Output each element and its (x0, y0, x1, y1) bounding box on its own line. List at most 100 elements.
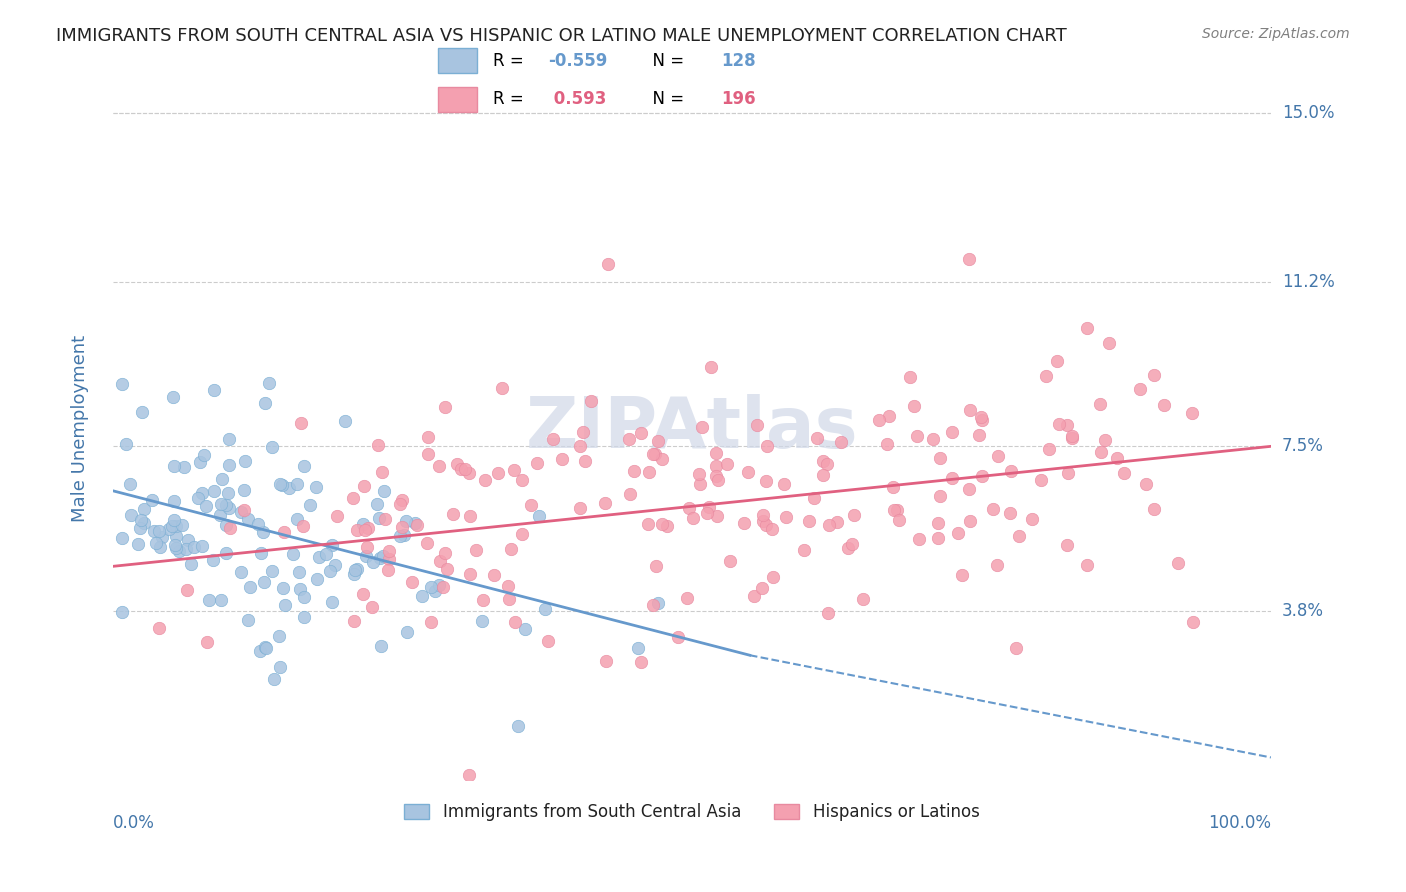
Point (908, 532, 931, 546)
Point (970, 413, 993, 427)
Point (208, 508, 231, 523)
Point (619, 487, 641, 501)
Point (1008, 528, 1031, 542)
Point (163, 513, 186, 527)
Point (418, 447, 440, 461)
Point (1088, 397, 1111, 411)
Point (209, 498, 232, 512)
Point (354, 549, 377, 564)
Point (883, 502, 905, 516)
Point (419, 580, 441, 594)
Point (959, 514, 981, 528)
Point (756, 439, 779, 453)
Point (471, 593, 494, 607)
Point (232, 483, 254, 497)
Point (427, 578, 450, 592)
Point (718, 554, 741, 568)
Point (353, 523, 375, 537)
Point (343, 614, 366, 628)
Point (249, 643, 271, 657)
Text: N =: N = (643, 52, 689, 70)
Text: 11.2%: 11.2% (1282, 273, 1334, 291)
Point (377, 563, 399, 577)
Point (830, 435, 852, 450)
Point (928, 450, 950, 465)
Point (1056, 538, 1078, 552)
Point (793, 542, 815, 557)
Point (959, 403, 981, 417)
Point (111, 377, 134, 392)
Point (395, 625, 418, 640)
Point (371, 465, 394, 479)
Point (353, 479, 375, 493)
Point (157, 522, 180, 536)
Point (752, 508, 775, 522)
Text: 196: 196 (721, 90, 755, 108)
Point (183, 541, 205, 555)
Point (391, 493, 413, 508)
Point (775, 509, 797, 524)
Point (1021, 512, 1043, 526)
Point (651, 451, 673, 466)
Point (285, 512, 308, 526)
Point (950, 567, 973, 582)
Point (1153, 398, 1175, 412)
Point (416, 536, 439, 550)
Point (277, 481, 299, 495)
Point (817, 607, 839, 621)
Point (1181, 406, 1204, 420)
Point (177, 533, 200, 547)
Point (269, 660, 291, 674)
Point (423, 583, 446, 598)
Point (1035, 368, 1057, 383)
Point (270, 477, 292, 491)
Point (644, 447, 666, 461)
Point (579, 394, 602, 409)
Point (429, 554, 451, 568)
Point (697, 500, 720, 515)
Point (441, 507, 464, 521)
Point (454, 462, 477, 476)
Point (290, 417, 312, 431)
Point (465, 542, 488, 557)
Point (292, 458, 315, 473)
Point (141, 492, 163, 507)
Point (145, 535, 167, 549)
Point (292, 609, 315, 624)
Point (1005, 641, 1028, 656)
Point (921, 432, 943, 446)
Point (131, 405, 153, 419)
Point (292, 590, 315, 604)
Point (1000, 506, 1022, 520)
Point (318, 564, 340, 578)
Point (148, 524, 170, 538)
Point (637, 517, 659, 532)
Point (818, 517, 841, 532)
Point (165, 519, 187, 533)
Point (1135, 476, 1157, 491)
Point (405, 518, 427, 533)
Point (596, 257, 619, 271)
Point (1076, 321, 1098, 335)
Point (837, 541, 859, 556)
Point (595, 654, 617, 668)
Point (373, 549, 395, 564)
Point (209, 593, 232, 607)
Point (370, 639, 392, 653)
Point (537, 634, 560, 648)
Point (308, 549, 330, 564)
Point (419, 615, 441, 630)
Point (638, 465, 661, 479)
Point (346, 523, 368, 537)
Point (811, 454, 834, 468)
Point (876, 437, 898, 451)
Point (647, 434, 669, 448)
Point (201, 553, 224, 567)
Point (737, 465, 759, 479)
Point (368, 551, 391, 566)
Point (675, 591, 697, 606)
Point (305, 573, 328, 587)
Point (815, 457, 838, 471)
Point (148, 621, 170, 635)
Point (498, 591, 520, 606)
